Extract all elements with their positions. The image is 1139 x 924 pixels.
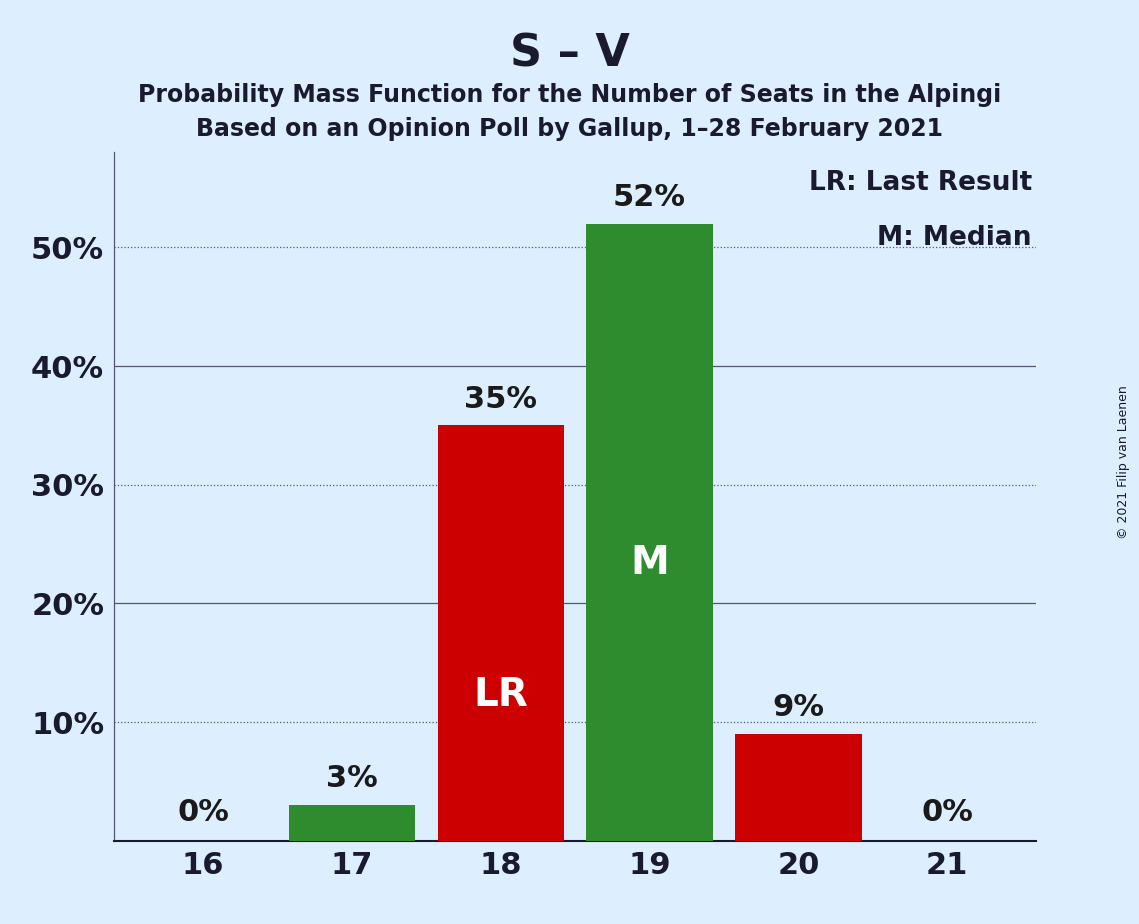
Text: S – V: S – V — [509, 32, 630, 76]
Text: Probability Mass Function for the Number of Seats in the Alpingi: Probability Mass Function for the Number… — [138, 83, 1001, 107]
Bar — [735, 734, 861, 841]
Bar — [437, 425, 564, 841]
Bar — [587, 224, 713, 841]
Text: 0%: 0% — [178, 797, 229, 827]
Text: © 2021 Filip van Laenen: © 2021 Filip van Laenen — [1117, 385, 1130, 539]
Text: 9%: 9% — [772, 693, 825, 723]
Text: 0%: 0% — [921, 797, 973, 827]
Text: M: M — [630, 544, 669, 582]
Text: Based on an Opinion Poll by Gallup, 1–28 February 2021: Based on an Opinion Poll by Gallup, 1–28… — [196, 117, 943, 141]
Bar — [289, 805, 416, 841]
Text: LR: Last Result: LR: Last Result — [809, 170, 1032, 196]
Text: LR: LR — [474, 676, 528, 714]
Text: 35%: 35% — [465, 384, 538, 414]
Text: M: Median: M: Median — [877, 225, 1032, 250]
Text: 52%: 52% — [613, 183, 686, 212]
Text: 3%: 3% — [326, 764, 378, 794]
